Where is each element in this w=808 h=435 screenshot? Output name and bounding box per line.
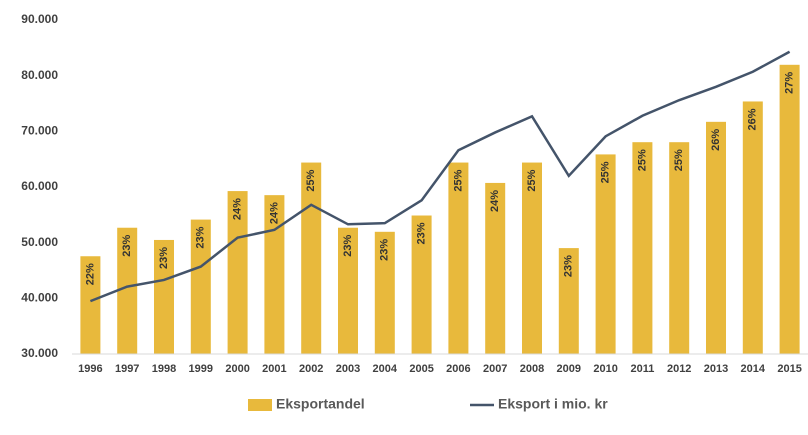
line bbox=[89, 50, 791, 303]
y-tick-label: 40.000 bbox=[21, 291, 58, 305]
bar bbox=[338, 227, 358, 354]
data-label: 25% bbox=[673, 149, 685, 171]
data-label: 27% bbox=[784, 72, 796, 94]
x-tick-label: 2014 bbox=[741, 363, 766, 375]
x-tick-label: 1997 bbox=[115, 363, 139, 375]
x-tick-label: 2000 bbox=[225, 363, 249, 375]
x-tick-label: 2003 bbox=[336, 363, 360, 375]
bar bbox=[227, 191, 248, 354]
bar bbox=[154, 239, 174, 354]
data-label: 24% bbox=[232, 198, 244, 220]
data-label: 24% bbox=[268, 202, 280, 224]
x-tick-label: 1998 bbox=[152, 363, 176, 375]
legend-label: Eksport i mio. kr bbox=[498, 396, 608, 412]
x-tick-label: 2005 bbox=[409, 363, 433, 375]
data-label: 22% bbox=[84, 263, 96, 285]
data-label: 23% bbox=[416, 222, 428, 244]
x-tick-label: 2008 bbox=[520, 363, 544, 375]
bar bbox=[411, 215, 432, 354]
data-label: 23% bbox=[158, 247, 170, 269]
bar bbox=[558, 248, 579, 354]
x-tick-label: 1996 bbox=[78, 363, 102, 375]
bar bbox=[264, 195, 285, 354]
bar bbox=[742, 101, 763, 355]
y-tick-label: 50.000 bbox=[21, 235, 58, 249]
bar bbox=[117, 227, 138, 354]
data-label: 24% bbox=[489, 190, 501, 212]
data-label: 25% bbox=[636, 149, 648, 171]
data-label: 25% bbox=[305, 169, 317, 191]
bar bbox=[779, 64, 800, 355]
x-tick-label: 2004 bbox=[373, 363, 398, 375]
data-label: 23% bbox=[342, 235, 354, 257]
data-label: 23% bbox=[195, 226, 207, 248]
data-label: 25% bbox=[452, 169, 464, 191]
x-tick-label: 2015 bbox=[777, 363, 801, 375]
x-tick-label: 2013 bbox=[704, 363, 728, 375]
y-tick-label: 80.000 bbox=[21, 68, 58, 82]
bar bbox=[632, 142, 653, 354]
bar bbox=[706, 121, 726, 354]
y-tick-label: 90.000 bbox=[21, 12, 58, 26]
data-label: 23% bbox=[563, 255, 575, 277]
x-tick-label: 2006 bbox=[446, 363, 470, 375]
y-tick-label: 70.000 bbox=[21, 124, 58, 138]
x-tick-label: 2001 bbox=[262, 363, 286, 375]
x-tick-label: 1999 bbox=[189, 363, 213, 375]
x-tick-label: 2007 bbox=[483, 363, 507, 375]
bar bbox=[301, 162, 322, 354]
bar bbox=[374, 231, 395, 354]
bar bbox=[669, 142, 690, 354]
x-tick-label: 2012 bbox=[667, 363, 691, 375]
x-tick-label: 2009 bbox=[557, 363, 581, 375]
legend-swatch bbox=[248, 399, 272, 411]
data-label: 23% bbox=[121, 235, 133, 257]
bar bbox=[80, 256, 101, 354]
y-tick-label: 60.000 bbox=[21, 179, 58, 193]
y-tick-label: 30.000 bbox=[21, 346, 58, 360]
bar bbox=[485, 182, 506, 354]
bar bbox=[595, 154, 616, 354]
data-label: 25% bbox=[526, 169, 538, 191]
bar bbox=[190, 219, 211, 354]
legend-label: Eksportandel bbox=[276, 396, 365, 412]
bar bbox=[522, 162, 542, 354]
data-label: 26% bbox=[710, 129, 722, 151]
data-label: 23% bbox=[379, 239, 391, 261]
x-tick-label: 2011 bbox=[630, 363, 654, 375]
x-tick-label: 2010 bbox=[593, 363, 617, 375]
data-label: 26% bbox=[747, 108, 759, 130]
x-tick-label: 2002 bbox=[299, 363, 323, 375]
data-label: 25% bbox=[600, 161, 612, 183]
bar bbox=[448, 162, 469, 354]
